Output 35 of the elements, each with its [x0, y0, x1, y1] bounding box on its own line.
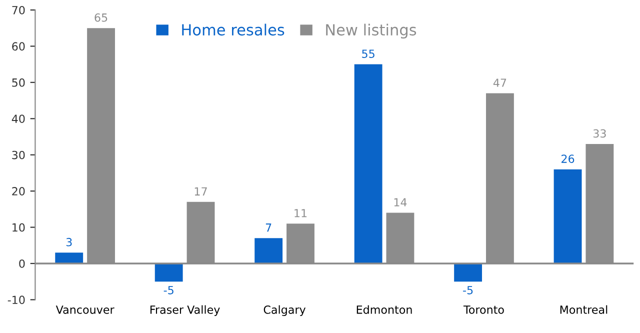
x-tick-label: Toronto	[463, 306, 504, 314]
data-label: 7	[266, 224, 272, 232]
data-label: 65	[94, 13, 108, 22]
y-tick-label: 50	[12, 78, 25, 87]
x-tick-label: Calgary	[264, 305, 306, 316]
y-tick-label: -10	[8, 296, 25, 304]
bar	[554, 169, 582, 264]
bar	[354, 64, 382, 264]
y-tick-label: 60	[12, 42, 25, 51]
data-label: 14	[394, 198, 407, 206]
data-label: 33	[593, 129, 606, 138]
legend-label: New listings	[326, 24, 416, 39]
data-label: -5	[463, 286, 473, 294]
data-label: 17	[194, 187, 207, 196]
data-label: 26	[562, 154, 574, 164]
data-label: 47	[493, 78, 506, 87]
y-tick-label: 20	[12, 187, 25, 196]
x-tick-label: Vancouver	[56, 306, 114, 314]
y-tick-label: 10	[12, 223, 25, 232]
data-label: -5	[164, 286, 174, 294]
bar	[254, 238, 283, 264]
y-tick-label: 0	[19, 259, 25, 268]
x-tick-label: Montreal	[560, 305, 608, 314]
bar	[454, 263, 482, 282]
y-tick-label: 40	[12, 114, 25, 124]
data-label: 55	[362, 50, 374, 58]
data-label: 11	[294, 209, 307, 218]
y-tick-label: 30	[12, 150, 25, 160]
x-tick-label: Fraser Valley	[150, 305, 220, 316]
bar	[154, 263, 183, 282]
legend-label: Home resales	[182, 24, 284, 36]
x-tick-label: Edmonton	[356, 305, 412, 314]
data-label: 3	[66, 238, 72, 246]
bar	[55, 252, 84, 264]
y-tick-label: 70	[12, 6, 25, 14]
